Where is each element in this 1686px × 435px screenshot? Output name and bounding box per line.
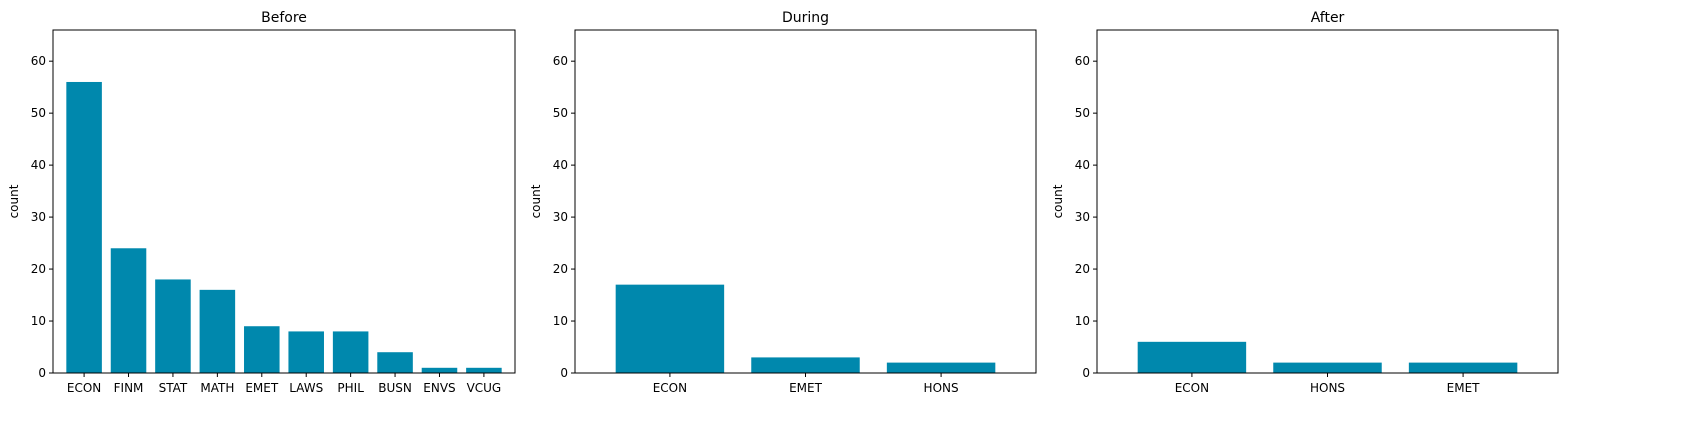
chart-title: After <box>1311 10 1345 26</box>
bar-laws <box>288 331 324 373</box>
bar-stat <box>155 279 191 373</box>
axes-frame <box>52 29 516 374</box>
bar-phil <box>332 331 369 373</box>
y-tick-label: 60 <box>553 54 568 68</box>
x-tick-label: LAWS <box>289 381 323 395</box>
y-tick-label: 50 <box>553 106 568 120</box>
x-tick-label: FINM <box>114 381 144 395</box>
y-tick-label: 20 <box>31 262 46 276</box>
y-tick-label: 30 <box>31 210 46 224</box>
x-tick-label: EMET <box>245 381 279 395</box>
bar-hons <box>1273 362 1382 373</box>
y-tick-label: 10 <box>31 314 46 328</box>
y-tick-label: 0 <box>38 366 46 380</box>
x-tick-label: HONS <box>924 381 959 395</box>
y-axis-label: count <box>1051 184 1065 218</box>
chart-panel-after: ECON HONS EMET 0 10 20 30 40 50 60 After count <box>1051 10 1559 395</box>
x-tick-label: ECON <box>67 381 101 395</box>
y-tick-label: 50 <box>31 106 46 120</box>
x-tick-label: BUSN <box>378 381 412 395</box>
bar-hons <box>886 362 996 373</box>
bar-econ <box>66 81 102 373</box>
chart-panels: ECON FINM STAT MATH EMET LAWS PHIL BUSN ENVS VCUG… <box>7 10 1559 395</box>
bar-finm <box>110 248 147 373</box>
x-tick-label: MATH <box>200 381 234 395</box>
x-tick-label: EMET <box>789 381 823 395</box>
y-tick-label: 30 <box>553 210 568 224</box>
y-tick-label: 60 <box>1075 54 1090 68</box>
y-tick-label: 40 <box>1075 158 1090 172</box>
x-tick-label: STAT <box>159 381 188 395</box>
bar-emet <box>751 357 860 373</box>
x-tick-label: HONS <box>1310 381 1345 395</box>
axes-frame <box>1096 29 1559 374</box>
bar-busn <box>377 352 413 373</box>
y-tick-label: 20 <box>553 262 568 276</box>
y-tick-label: 30 <box>1075 210 1090 224</box>
y-tick-label: 60 <box>31 54 46 68</box>
y-tick-label: 10 <box>1075 314 1090 328</box>
chart-title: During <box>782 10 829 26</box>
bar-econ <box>1137 341 1247 373</box>
bar-math <box>199 289 236 373</box>
y-tick-label: 50 <box>1075 106 1090 120</box>
bar-econ <box>615 284 725 373</box>
x-tick-label: VCUG <box>467 381 502 395</box>
chart-title: Before <box>261 10 307 26</box>
y-axis-label: count <box>7 184 21 218</box>
x-tick-label: ECON <box>1175 381 1209 395</box>
y-tick-label: 10 <box>553 314 568 328</box>
y-tick-label: 0 <box>1082 366 1090 380</box>
bar-envs <box>421 367 458 373</box>
chart-panel-before: ECON FINM STAT MATH EMET LAWS PHIL BUSN ENVS VCUG… <box>7 10 516 395</box>
x-tick-label: ECON <box>653 381 687 395</box>
bar-vcug <box>466 367 502 373</box>
y-tick-label: 40 <box>31 158 46 172</box>
y-tick-label: 40 <box>553 158 568 172</box>
x-tick-label: PHIL <box>337 381 364 395</box>
bar-emet <box>244 326 280 373</box>
y-tick-label: 20 <box>1075 262 1090 276</box>
x-tick-label: ENVS <box>423 381 455 395</box>
y-axis-label: count <box>529 184 543 218</box>
y-tick-label: 0 <box>560 366 568 380</box>
bar-emet <box>1408 362 1518 373</box>
x-tick-label: EMET <box>1447 381 1481 395</box>
axes-frame <box>574 29 1037 374</box>
chart-panel-during: ECON EMET HONS 0 10 20 30 40 50 60 During count <box>529 10 1037 395</box>
